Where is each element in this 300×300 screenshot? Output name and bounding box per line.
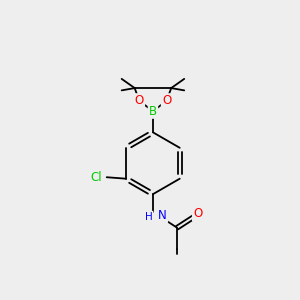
Text: Cl: Cl <box>90 171 102 184</box>
Text: N: N <box>158 209 167 222</box>
Text: O: O <box>193 207 202 220</box>
Text: O: O <box>135 94 144 107</box>
Text: H: H <box>145 212 152 222</box>
Text: O: O <box>162 94 171 107</box>
Text: B: B <box>149 105 157 118</box>
